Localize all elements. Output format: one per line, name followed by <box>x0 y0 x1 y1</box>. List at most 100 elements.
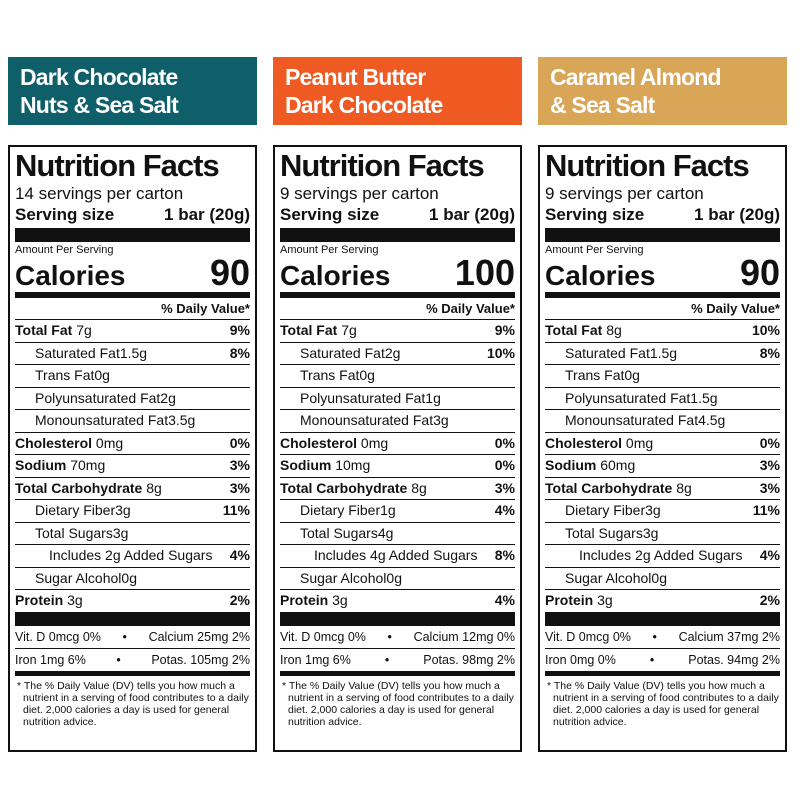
nutrient-amount: 7g <box>341 322 357 338</box>
calories-value: 90 <box>209 252 250 293</box>
nutrient-label: Polyunsaturated Fat1.5g <box>545 388 718 410</box>
nutrient-row: Total Carbohydrate 8g 3% <box>15 478 250 500</box>
nutrient-daily-value: 9% <box>229 322 250 338</box>
nutrition-facts-label: Nutrition Facts 14 servings per carton Ser… <box>8 145 257 752</box>
nutrient-amount: 70mg <box>70 457 106 473</box>
nutrient-amount: 1g <box>425 389 441 406</box>
nutrient-amount: 0mg <box>95 434 124 451</box>
nutrient-amount: 1.5g <box>119 344 148 361</box>
product-name-line2: Dark Chocolate <box>285 92 443 118</box>
nutrient-name: Polyunsaturated Fat <box>300 389 426 406</box>
calories-row: Calories 90 <box>545 252 780 293</box>
nutrient-amount: 8g <box>146 479 162 496</box>
nutrient-name: Trans Fat <box>565 367 625 383</box>
nutrient-label: Protein 3g <box>15 590 83 612</box>
nutrient-row: Polyunsaturated Fat1.5g <box>545 388 780 410</box>
nutrient-label: Saturated Fat1.5g <box>545 343 677 365</box>
daily-value-header: % Daily Value* <box>545 298 780 320</box>
calories-row: Calories 90 <box>15 252 250 293</box>
nutrient-row: Total Fat 7g 9% <box>280 320 515 343</box>
nutrient-name: Total Carbohydrate <box>545 479 673 496</box>
nutrient-daily-value: 4% <box>494 502 515 518</box>
nutrient-daily-value: 3% <box>759 479 780 496</box>
nutrient-daily-value: 2% <box>759 592 780 608</box>
minerals-row: Iron 0mg 0% • Potas. 94mg 2% <box>545 649 780 676</box>
nutrient-label: Monounsaturated Fat3.5g <box>15 410 195 432</box>
minerals-row: Iron 1mg 6% • Potas. 98mg 2% <box>280 649 515 676</box>
nutrient-row: Sugar Alcohol0g <box>280 568 515 590</box>
nutrient-name: Monounsaturated Fat <box>565 412 699 428</box>
nutrient-row: Saturated Fat1.5g 8% <box>545 343 780 365</box>
product-name-line1: Peanut Butter <box>285 64 426 90</box>
nutrient-amount: 3g <box>115 502 131 518</box>
nutrient-row: Total Sugars4g <box>280 523 515 545</box>
nutrient-daily-value: 4% <box>759 547 780 563</box>
nutrient-name: Total Fat <box>280 322 338 338</box>
bullet: • <box>122 629 127 644</box>
serving-size: Serving size 1 bar (20g) <box>15 204 250 225</box>
nutrient-amount: 2g <box>160 389 176 406</box>
nutrient-label: Monounsaturated Fat4.5g <box>545 410 725 432</box>
nutrient-name: Monounsaturated Fat <box>35 412 169 428</box>
nutrient-name: Saturated Fat <box>565 344 650 361</box>
nutrient-amount: 0g <box>651 569 667 586</box>
nutrient-label: Polyunsaturated Fat1g <box>280 388 441 410</box>
nutrient-name: Trans Fat <box>300 367 360 383</box>
nutrient-name: Protein <box>15 592 64 608</box>
nutrient-amount: 60mg <box>600 457 636 473</box>
nutrient-label: Dietary Fiber3g <box>545 500 661 522</box>
nutrient-amount: 0g <box>359 367 375 383</box>
nutrient-daily-value: 4% <box>494 592 515 608</box>
nutrient-name: Dietary Fiber <box>35 502 116 518</box>
calories-value: 100 <box>454 252 515 293</box>
nutrient-row: Protein 3g 4% <box>280 590 515 612</box>
nutrient-row: Saturated Fat1.5g 8% <box>15 343 250 365</box>
nutrient-name: Protein <box>545 592 594 608</box>
nutrient-label: Cholesterol 0mg <box>15 433 123 455</box>
nutrition-facts-title: Nutrition Facts <box>280 148 485 183</box>
nutrient-amount: 4g <box>377 524 394 541</box>
nutrient-row: Sodium 60mg 3% <box>545 455 780 478</box>
nutrient-label: Sugar Alcohol0g <box>545 568 667 590</box>
calories-value: 90 <box>739 252 780 293</box>
potassium: Potas. 105mg 2% <box>151 652 250 667</box>
vitamin-d: Vit. D 0mcg 0% <box>15 629 101 644</box>
nutrient-name: Cholesterol <box>280 434 358 451</box>
nutrient-daily-value: 9% <box>494 322 515 338</box>
nutrient-amount: 0g <box>386 569 402 586</box>
iron: Iron 0mg 0% <box>545 652 616 667</box>
nutrient-amount: 3g <box>642 524 659 541</box>
nutrient-label: Includes 4g Added Sugars <box>280 545 477 567</box>
nutrient-name: Includes 2g Added Sugars <box>49 547 213 563</box>
divider-thick <box>15 228 250 242</box>
serving-size-value: 1 bar (20g) <box>429 205 515 224</box>
calories-label: Calories <box>15 260 126 291</box>
nutrient-name: Total Fat <box>545 322 603 338</box>
nutrition-facts-label: Nutrition Facts 9 servings per carton Serv… <box>273 145 522 752</box>
nutrient-label: Cholesterol 0mg <box>280 433 388 455</box>
nutrient-amount: 8g <box>676 479 692 496</box>
amount-per-serving: Amount Per Serving <box>15 244 114 256</box>
nutrient-label: Cholesterol 0mg <box>545 433 653 455</box>
divider-thick <box>545 228 780 242</box>
nutrient-daily-value: 3% <box>229 457 250 473</box>
divider-thick <box>280 611 515 626</box>
nutrient-amount: 0mg <box>625 434 654 451</box>
nutrient-amount: 3.5g <box>168 412 196 428</box>
nutrient-row: Total Fat 7g 9% <box>15 320 250 343</box>
nutrient-amount: 10mg <box>335 457 371 473</box>
nutrient-row: Cholesterol 0mg 0% <box>15 433 250 455</box>
nutrient-amount: 1.5g <box>649 344 678 361</box>
nutrient-row: Cholesterol 0mg 0% <box>545 433 780 455</box>
nutrient-label: Total Carbohydrate 8g <box>280 478 427 500</box>
nutrient-name: Saturated Fat <box>300 344 385 361</box>
nutrient-daily-value: 8% <box>229 344 250 361</box>
calcium: Calcium 12mg 0% <box>413 629 515 644</box>
nutrient-daily-value: 0% <box>494 434 515 451</box>
product-name-line2: Nuts & Sea Salt <box>20 92 179 118</box>
nutrient-row: Includes 2g Added Sugars 4% <box>545 545 780 568</box>
bullet: • <box>384 652 390 667</box>
nutrient-label: Saturated Fat2g <box>280 343 400 365</box>
nutrient-row: Cholesterol 0mg 0% <box>280 433 515 455</box>
calories-row: Calories 100 <box>280 252 515 293</box>
